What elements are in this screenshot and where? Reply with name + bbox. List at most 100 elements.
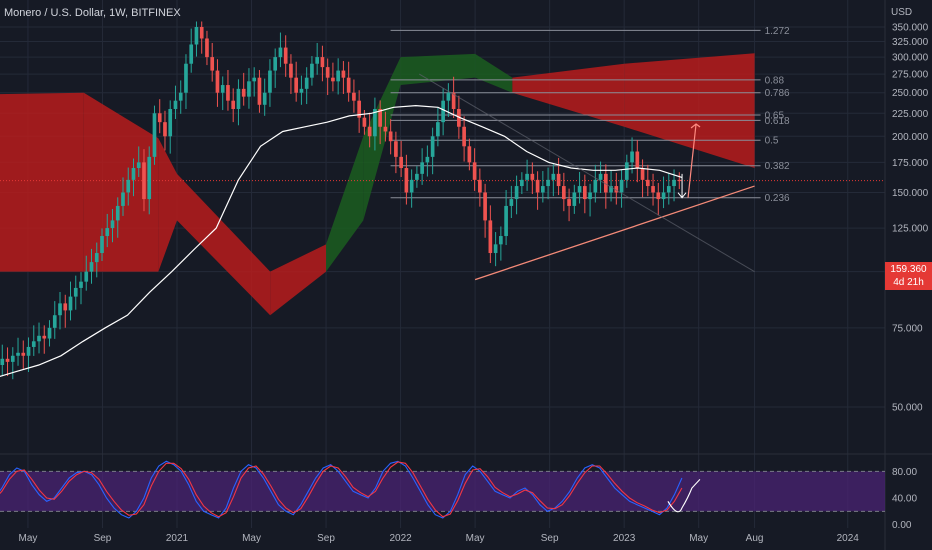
y-tick-label: 225.000 (892, 109, 929, 120)
candle-body (409, 179, 414, 193)
x-tick-label: 2021 (166, 533, 189, 544)
candle-body (425, 156, 430, 163)
candle-body (100, 236, 104, 254)
candle-body (357, 100, 361, 118)
candle-body (499, 236, 503, 245)
x-tick-label: May (466, 533, 485, 544)
support-trendline (474, 185, 755, 281)
candle-body (16, 352, 20, 356)
candle-body (619, 179, 624, 193)
y-axis: 50.00075.000100.000125.000150.000175.000… (892, 23, 929, 414)
candle-body (383, 126, 388, 132)
candle-body (388, 131, 393, 142)
candle-body (310, 63, 314, 78)
fib-level-label: 0.65 (765, 111, 785, 122)
candle-body (378, 108, 382, 127)
y-tick-label: 300.000 (892, 53, 929, 64)
candle-body (582, 186, 587, 200)
stoch-tick-label: 80.00 (892, 467, 917, 478)
x-tick-label: Sep (541, 533, 559, 544)
x-tick-label: May (689, 533, 708, 544)
x-tick-label: Sep (94, 533, 112, 544)
candle-body (472, 162, 477, 180)
cloud-segment (270, 244, 327, 316)
candle-body (252, 77, 257, 82)
candle-body (184, 63, 188, 93)
candle-body (68, 296, 73, 311)
x-tick-label: May (18, 533, 37, 544)
x-axis: May Sep 2021 May Sep 2022 May Sep 2023 May Aug 2024 (18, 533, 859, 544)
candles (0, 21, 682, 380)
candle-body (257, 77, 262, 105)
candle-body (168, 108, 173, 137)
candle-body (436, 122, 440, 137)
cloud-segment (363, 57, 401, 221)
candle-body (504, 205, 508, 237)
candle-body (215, 70, 220, 93)
y-tick-label: 350.000 (892, 23, 929, 34)
candle-body (530, 173, 535, 180)
candle-body (341, 70, 346, 78)
cloud-segment (0, 92, 84, 272)
candle-body (320, 57, 325, 68)
fib-level-label: 0.382 (765, 161, 790, 172)
candle-body (609, 186, 613, 193)
candle-body (514, 186, 519, 200)
fib-level-label: 0.786 (765, 88, 790, 99)
fib-level-label: 0.5 (765, 136, 779, 147)
candle-body (152, 113, 157, 157)
candle-body (672, 179, 676, 187)
x-tick-label: 2023 (613, 533, 636, 544)
candle-body (509, 199, 514, 206)
candle-body (577, 186, 582, 193)
candle-body (520, 179, 524, 187)
y-tick-label: 50.000 (892, 403, 923, 414)
candle-body (189, 44, 194, 64)
cloud-segment (326, 136, 364, 272)
x-tick-label: 2024 (837, 533, 860, 544)
candle-body (226, 85, 230, 101)
stoch-k-line (0, 460, 683, 519)
resistance-trendline (418, 73, 755, 273)
candle-body (325, 67, 330, 78)
candle-body (630, 151, 634, 163)
y-tick-label: 200.000 (892, 132, 929, 143)
candle-body (52, 315, 57, 328)
candle-body (210, 57, 215, 71)
candle-body (478, 179, 482, 193)
y-tick-label: 150.000 (892, 188, 929, 199)
y-tick-label: 175.000 (892, 158, 929, 169)
currency-label: USD (891, 7, 912, 18)
candle-body (572, 192, 577, 206)
candle-body (79, 281, 83, 288)
last-price-tag: 159.360 4d 21h (885, 262, 932, 290)
candle-body (541, 186, 545, 193)
candle-body (493, 244, 498, 254)
candle-body (236, 88, 241, 109)
candle-body (451, 92, 456, 109)
stoch-projection-line (667, 478, 701, 513)
candle-body (173, 100, 178, 109)
candle-body (331, 77, 335, 82)
y-tick-label: 75.000 (892, 323, 923, 334)
stoch-band (0, 471, 885, 512)
candle-body (73, 287, 78, 297)
candle-body (488, 220, 493, 254)
candle-body (556, 173, 561, 187)
candle-body (157, 113, 162, 123)
candle-body (268, 70, 272, 93)
candle-body (525, 173, 529, 180)
candle-body (598, 173, 603, 180)
candle-countdown: 4d 21h (893, 277, 924, 288)
arrows (677, 123, 701, 199)
candle-body (561, 186, 566, 200)
candle-body (593, 179, 598, 193)
candle-body (94, 253, 99, 263)
candle-body (367, 126, 372, 137)
candle-body (231, 100, 236, 109)
candle-body (640, 168, 645, 180)
candle-body (283, 47, 288, 64)
candle-body (645, 179, 650, 187)
candle-body (220, 85, 225, 93)
